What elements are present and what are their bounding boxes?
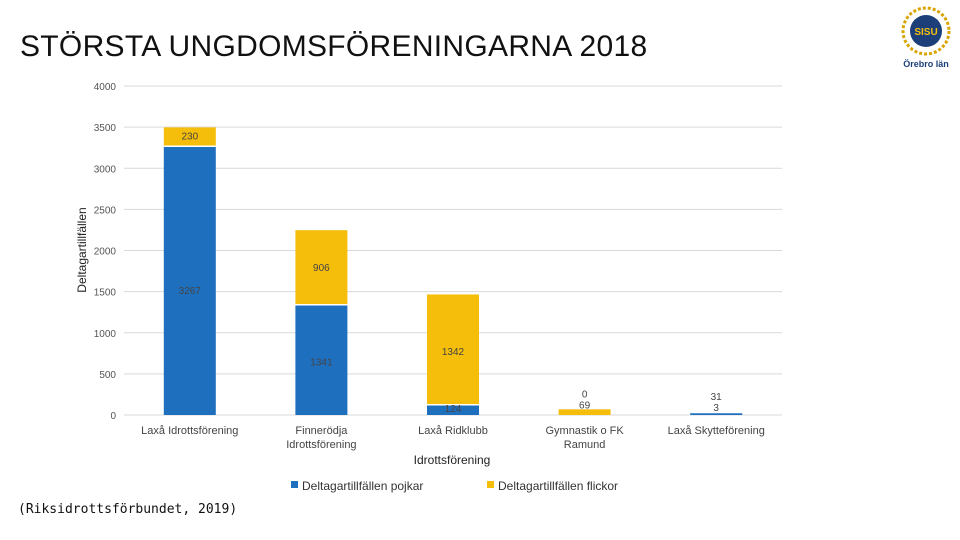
bar-girls (427, 294, 479, 405)
legend-swatch-girls (487, 481, 494, 488)
data-label-girls: 230 (181, 131, 198, 142)
category-label: Laxå Ridklubb (418, 425, 488, 437)
logo: SISU Örebro län (901, 6, 951, 69)
data-label-girls: 3 (713, 403, 719, 414)
bar-boys (690, 412, 743, 415)
legend-label-boys: Deltagartillfällen pojkar (302, 479, 423, 493)
y-tick-label: 1500 (94, 288, 117, 299)
category-label: Laxå Skytteförening (668, 425, 765, 437)
y-tick-label: 4000 (94, 82, 117, 93)
y-tick-label: 1000 (94, 329, 117, 340)
data-labels: 3267 230 1341 906 124 1342 069 313 (179, 131, 723, 415)
legend-swatch-boys (291, 481, 298, 488)
y-tick-label: 2500 (94, 205, 117, 216)
bar-girls (295, 230, 348, 305)
data-label-boys: 0 (582, 389, 588, 400)
category-labels: Laxå Idrottsförening Finnerödja Idrottsför… (141, 425, 765, 451)
bar-boys (163, 146, 216, 415)
category-label-line: Laxå Idrottsförening (141, 425, 238, 437)
y-tick-label: 0 (110, 411, 116, 422)
data-label-girls: 906 (313, 263, 330, 274)
bar-girls (163, 127, 216, 147)
category-label-line: Finnerödja (295, 425, 348, 437)
y-tick-label: 2000 (94, 247, 117, 258)
badge-icon (910, 15, 942, 47)
slide-title: STÖRSTA UNGDOMSFÖRENINGARNA 2018 (20, 30, 648, 63)
bars (163, 127, 743, 415)
legend-label-girls: Deltagartillfällen flickor (498, 479, 618, 493)
category-label-line: Laxå Skytteförening (668, 425, 765, 437)
y-tick-label: 3500 (94, 123, 117, 134)
x-axis-label: Idrottsförening (414, 453, 491, 467)
data-label-boys: 31 (711, 392, 723, 403)
badge-text: SISU (914, 27, 937, 38)
gridlines (124, 85, 782, 416)
legend: Deltagartillfällen pojkar Deltagartillfä… (291, 479, 618, 493)
bar-boys (295, 304, 348, 415)
category-label: Finnerödja Idrottsförening (286, 425, 356, 451)
data-label-girls: 1342 (442, 347, 465, 358)
source-citation: (Riksidrottsförbundet, 2019) (18, 502, 238, 517)
category-label: Gymnastik o FK Ramund (545, 425, 624, 451)
y-axis-label: Deltagartillfällen (75, 207, 89, 292)
category-label-line: Laxå Ridklubb (418, 425, 488, 437)
laurel-icon (901, 6, 951, 56)
data-label-boys: 1341 (310, 357, 333, 368)
data-label-boys: 3267 (179, 286, 202, 297)
category-label-line: Ramund (564, 439, 606, 451)
bar-boys (427, 404, 479, 415)
category-label: Laxå Idrottsförening (141, 425, 238, 437)
data-label-boys: 124 (445, 404, 462, 415)
y-tick-labels: 0 500 1000 1500 2000 2500 3000 3500 4000 (94, 82, 117, 422)
category-label-line: Idrottsförening (286, 439, 356, 451)
y-tick-label: 3000 (94, 164, 117, 175)
y-tick-label: 500 (99, 370, 116, 381)
bar-girls (558, 409, 611, 415)
category-label-line: Gymnastik o FK (545, 425, 624, 437)
data-label-girls: 69 (579, 400, 591, 411)
logo-text: Örebro län (903, 59, 949, 69)
